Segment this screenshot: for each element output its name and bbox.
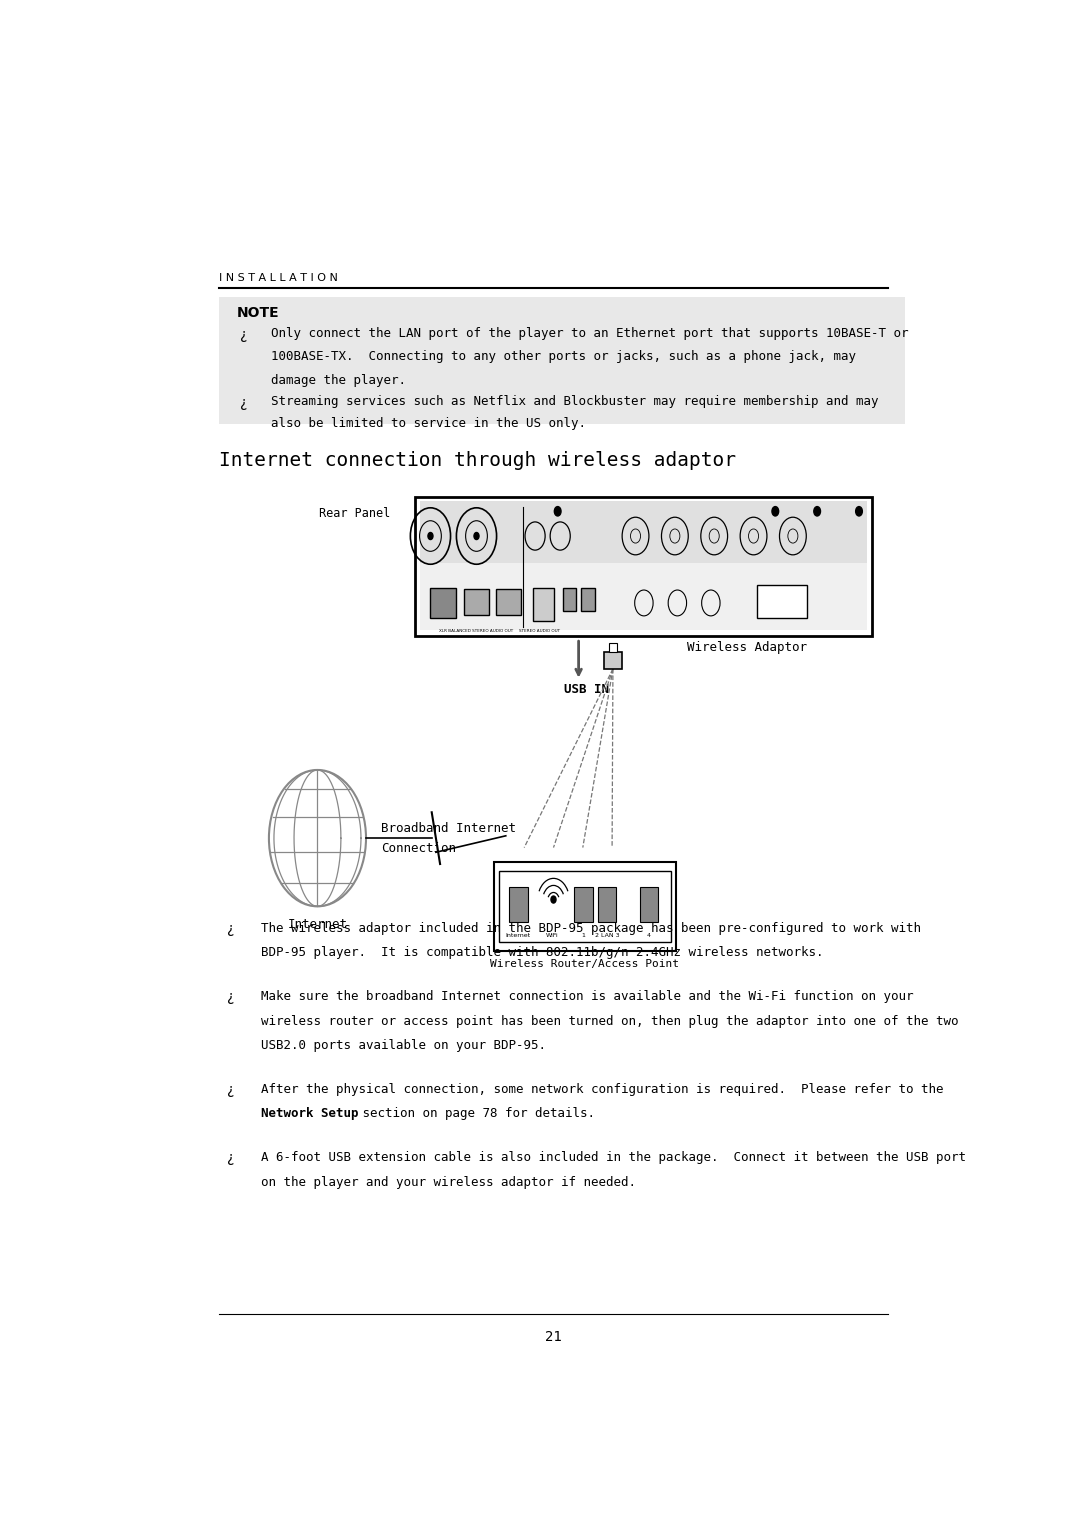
Text: Wireless Adaptor: Wireless Adaptor [688,641,808,654]
Bar [420,501,867,563]
Circle shape [474,533,480,539]
Bar [499,870,671,942]
Text: 21: 21 [545,1330,562,1344]
Text: ¿: ¿ [240,395,247,411]
Bar [639,887,658,922]
Text: WiFi: WiFi [545,933,558,938]
FancyBboxPatch shape [218,298,905,425]
Circle shape [551,896,556,902]
Text: After the physical connection, some network configuration is required.  Please r: After the physical connection, some netw… [260,1083,943,1096]
Text: 1: 1 [582,933,585,938]
Bar [757,585,807,618]
Bar [420,563,867,631]
Text: 100BASE-TX.  Connecting to any other ports or jacks, such as a phone jack, may: 100BASE-TX. Connecting to any other port… [271,350,856,363]
Text: Internet connection through wireless adaptor: Internet connection through wireless ada… [218,452,735,470]
Text: Wireless Router/Access Point: Wireless Router/Access Point [490,959,679,970]
Text: Network Setup: Network Setup [260,1107,359,1121]
Circle shape [855,507,862,516]
Bar [581,588,594,611]
Text: on the player and your wireless adaptor if needed.: on the player and your wireless adaptor … [260,1176,635,1188]
Text: Connection: Connection [381,841,456,855]
Text: Streaming services such as Netflix and Blockbuster may require membership and ma: Streaming services such as Netflix and B… [271,395,879,408]
Bar [532,588,554,620]
Text: XLR BALANCED STEREO AUDIO OUT: XLR BALANCED STEREO AUDIO OUT [440,629,514,634]
Bar [416,498,872,635]
Text: section on page 78 for details.: section on page 78 for details. [355,1107,595,1121]
Bar [563,588,576,611]
Text: damage the player.: damage the player. [271,374,406,386]
Text: Make sure the broadband Internet connection is available and the Wi-Fi function : Make sure the broadband Internet connect… [260,989,913,1003]
Text: The wireless adaptor included in the BDP-95 package has been pre-configured to w: The wireless adaptor included in the BDP… [260,922,920,935]
Bar [494,861,676,951]
FancyBboxPatch shape [218,298,905,324]
Bar [598,887,617,922]
Text: USB2.0 ports available on your BDP-95.: USB2.0 ports available on your BDP-95. [260,1040,545,1052]
Text: also be limited to service in the US only.: also be limited to service in the US onl… [271,417,586,431]
Bar [431,588,456,618]
Bar [609,643,617,652]
Text: BDP-95 player.  It is compatible with 802.11b/g/n 2.4GHz wireless networks.: BDP-95 player. It is compatible with 802… [260,947,823,959]
Circle shape [554,507,561,516]
Text: Only connect the LAN port of the player to an Ethernet port that supports 10BASE: Only connect the LAN port of the player … [271,327,909,339]
Text: USB IN: USB IN [564,683,608,696]
Text: Rear Panel: Rear Panel [320,507,390,519]
Text: 4: 4 [647,933,651,938]
Bar [496,589,521,615]
Text: ¿: ¿ [240,328,247,342]
Circle shape [428,533,433,539]
Text: wireless router or access point has been turned on, then plug the adaptor into o: wireless router or access point has been… [260,1014,958,1028]
Text: Broadband Internet: Broadband Internet [381,822,516,835]
Text: ¿: ¿ [227,1083,234,1096]
Bar [604,652,622,669]
Circle shape [814,507,821,516]
Text: ¿: ¿ [227,989,234,1003]
Text: A 6-foot USB extension cable is also included in the package.  Connect it betwee: A 6-foot USB extension cable is also inc… [260,1151,966,1164]
Bar [464,589,489,615]
Text: STEREO AUDIO OUT: STEREO AUDIO OUT [518,629,559,634]
Text: Internet: Internet [505,933,531,938]
Text: Internet: Internet [287,918,348,930]
Text: I N S T A L L A T I O N: I N S T A L L A T I O N [218,273,338,282]
Text: ¿: ¿ [227,922,234,936]
Text: ¿: ¿ [227,1151,234,1165]
Circle shape [772,507,779,516]
Bar [509,887,527,922]
Bar [575,887,593,922]
Text: NOTE: NOTE [238,305,280,319]
Text: 2 LAN 3: 2 LAN 3 [595,933,620,938]
